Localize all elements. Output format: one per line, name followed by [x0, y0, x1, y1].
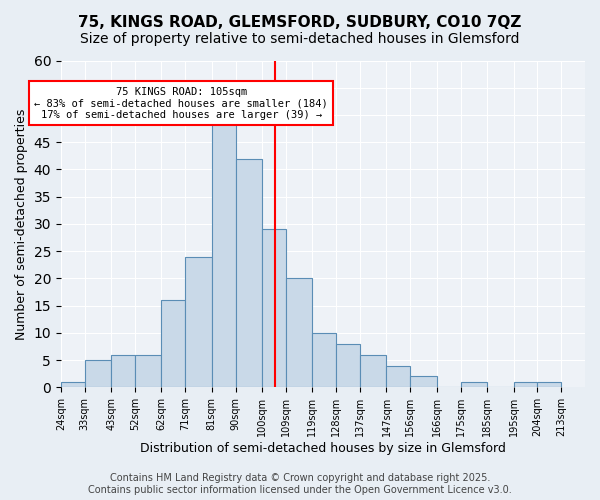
Bar: [61, 382, 85, 388]
Bar: [360, 354, 386, 388]
Text: Contains HM Land Registry data © Crown copyright and database right 2025.
Contai: Contains HM Land Registry data © Crown c…: [88, 474, 512, 495]
Text: 75, KINGS ROAD, GLEMSFORD, SUDBURY, CO10 7QZ: 75, KINGS ROAD, GLEMSFORD, SUDBURY, CO10…: [79, 15, 521, 30]
Bar: [161, 300, 185, 388]
Bar: [461, 382, 487, 388]
Bar: [313, 333, 336, 388]
Bar: [262, 230, 286, 388]
Bar: [386, 366, 410, 388]
Bar: [410, 376, 437, 388]
Bar: [286, 278, 313, 388]
Text: Size of property relative to semi-detached houses in Glemsford: Size of property relative to semi-detach…: [80, 32, 520, 46]
Text: 75 KINGS ROAD: 105sqm
← 83% of semi-detached houses are smaller (184)
17% of sem: 75 KINGS ROAD: 105sqm ← 83% of semi-deta…: [34, 86, 328, 120]
Bar: [135, 354, 161, 388]
Bar: [514, 382, 538, 388]
Bar: [85, 360, 111, 388]
Bar: [538, 382, 561, 388]
X-axis label: Distribution of semi-detached houses by size in Glemsford: Distribution of semi-detached houses by …: [140, 442, 506, 455]
Bar: [236, 158, 262, 388]
Y-axis label: Number of semi-detached properties: Number of semi-detached properties: [15, 108, 28, 340]
Bar: [212, 120, 236, 388]
Bar: [336, 344, 360, 388]
Bar: [185, 256, 212, 388]
Bar: [111, 354, 135, 388]
